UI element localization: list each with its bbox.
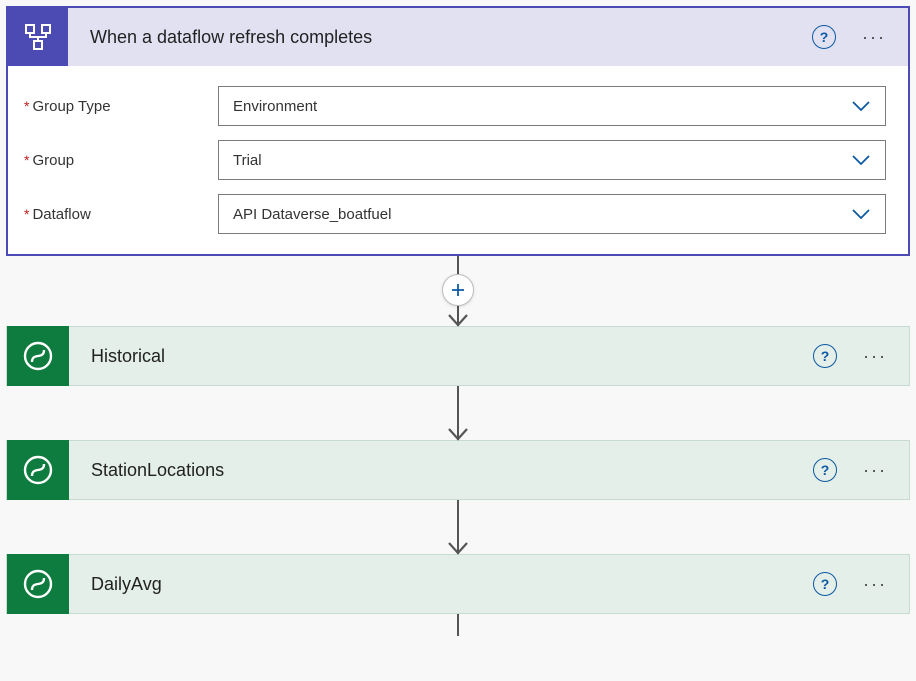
help-button[interactable]: ? (812, 25, 836, 49)
label-text: Dataflow (32, 206, 90, 223)
connector (6, 614, 910, 636)
connector (6, 386, 910, 440)
action-card-stationlocations[interactable]: StationLocations ? ··· (6, 440, 910, 500)
action-card-historical[interactable]: Historical ? ··· (6, 326, 910, 386)
more-button[interactable]: ··· (859, 572, 891, 596)
trigger-body: * Group Type Environment * Group Trial (8, 66, 908, 254)
required-marker: * (24, 98, 29, 114)
select-value: API Dataverse_boatfuel (233, 206, 391, 223)
connector-line (457, 614, 459, 636)
dataflow-select[interactable]: API Dataverse_boatfuel (218, 194, 886, 234)
chevron-down-icon (851, 208, 871, 220)
trigger-header[interactable]: When a dataflow refresh completes ? ··· (8, 8, 908, 66)
field-row-group: * Group Trial (24, 140, 886, 180)
arrow-down-icon (446, 541, 470, 555)
trigger-icon (8, 8, 68, 66)
label-text: Group Type (32, 98, 110, 115)
more-button[interactable]: ··· (859, 344, 891, 368)
help-button[interactable]: ? (813, 344, 837, 368)
action-title: DailyAvg (69, 574, 813, 595)
arrow-down-icon (446, 313, 470, 327)
group-type-select[interactable]: Environment (218, 86, 886, 126)
connector (6, 500, 910, 554)
required-marker: * (24, 152, 29, 168)
chevron-down-icon (851, 154, 871, 166)
connector (6, 256, 910, 326)
select-value: Trial (233, 152, 262, 169)
more-button[interactable]: ··· (859, 458, 891, 482)
field-row-group-type: * Group Type Environment (24, 86, 886, 126)
field-label: * Dataflow (24, 206, 218, 223)
action-card-dailyavg[interactable]: DailyAvg ? ··· (6, 554, 910, 614)
more-button[interactable]: ··· (858, 25, 890, 49)
required-marker: * (24, 206, 29, 222)
select-value: Environment (233, 98, 317, 115)
dataverse-icon (7, 440, 69, 500)
group-select[interactable]: Trial (218, 140, 886, 180)
trigger-card: When a dataflow refresh completes ? ··· … (6, 6, 910, 256)
label-text: Group (32, 152, 74, 169)
arrow-down-icon (446, 427, 470, 441)
add-step-button[interactable] (442, 274, 474, 306)
field-label: * Group Type (24, 98, 218, 115)
help-button[interactable]: ? (813, 572, 837, 596)
field-row-dataflow: * Dataflow API Dataverse_boatfuel (24, 194, 886, 234)
dataverse-icon (7, 554, 69, 614)
action-title: StationLocations (69, 460, 813, 481)
dataverse-icon (7, 326, 69, 386)
field-label: * Group (24, 152, 218, 169)
help-button[interactable]: ? (813, 458, 837, 482)
action-title: Historical (69, 346, 813, 367)
chevron-down-icon (851, 100, 871, 112)
trigger-title: When a dataflow refresh completes (68, 27, 812, 48)
